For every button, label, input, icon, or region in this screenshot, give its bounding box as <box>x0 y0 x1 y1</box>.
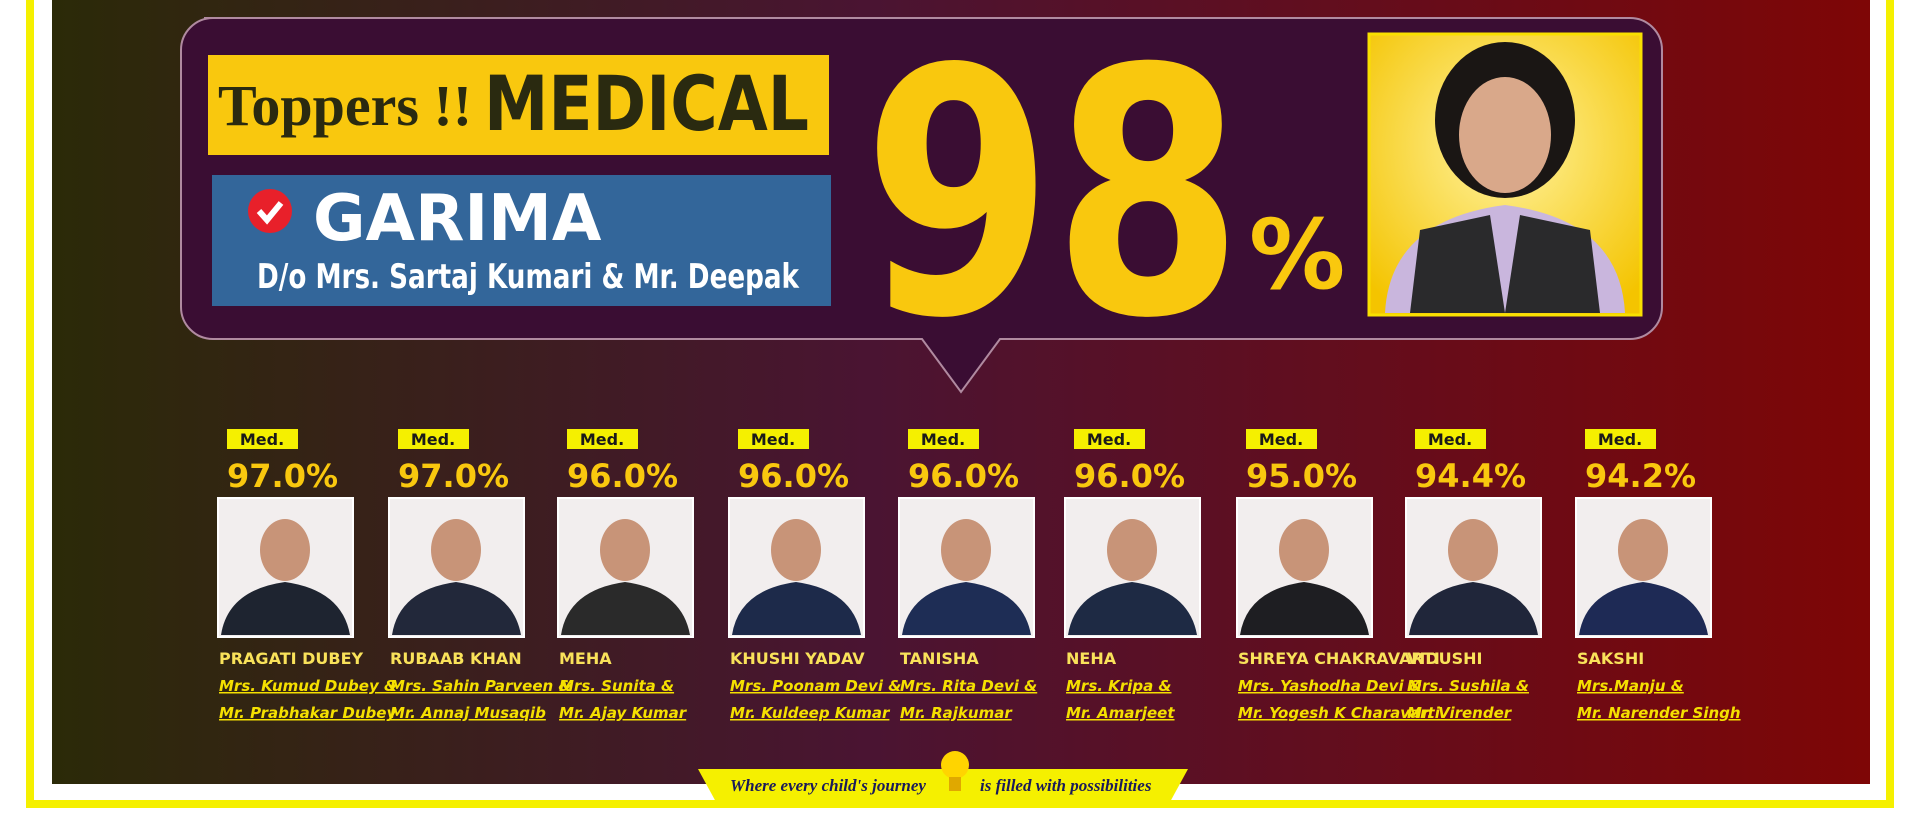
topper-parents: D/o Mrs. Sartaj Kumari & Mr. Deepak <box>257 257 800 297</box>
parents: Mrs. Rita Devi & <box>900 677 1037 695</box>
tag: Med. <box>751 430 795 449</box>
name: KHUSHI YADAV <box>730 649 865 668</box>
photo-face <box>1618 519 1668 581</box>
bulb-base <box>949 777 961 791</box>
score: 95.0% <box>1246 457 1357 495</box>
parents: Mr. Amarjeet <box>1066 704 1175 722</box>
photo-vest <box>1410 215 1600 313</box>
photo-face <box>941 519 991 581</box>
toppers-list: Med. 97.0% PRAGATI DUBEY Mrs. Kumud Dubey &… <box>217 429 1741 722</box>
tag: Med. <box>580 430 624 449</box>
tag-box <box>227 429 298 449</box>
score: 96.0% <box>738 457 849 495</box>
photo-body <box>1240 582 1369 635</box>
parents: Mrs. Sunita & <box>559 677 674 695</box>
photo-face <box>260 519 310 581</box>
parents: Mr. Virender <box>1407 704 1513 722</box>
score: 94.2% <box>1585 457 1696 495</box>
photo-body <box>1579 582 1708 635</box>
name: RUBAAB KHAN <box>390 649 522 668</box>
tagline-end: is filled with possibilities <box>980 776 1152 795</box>
tag: Med. <box>240 430 284 449</box>
photo-face <box>1107 519 1157 581</box>
tag-box <box>567 429 638 449</box>
tag: Med. <box>1259 430 1303 449</box>
tagline-start: Where every child's journey <box>730 776 926 795</box>
photo-face <box>1448 519 1498 581</box>
tag-box <box>1585 429 1656 449</box>
name: NEHA <box>1066 649 1117 668</box>
tag-box <box>398 429 469 449</box>
photo-face <box>771 519 821 581</box>
bulb-icon <box>941 751 969 779</box>
check-icon <box>248 189 292 233</box>
photo-body <box>561 582 690 635</box>
name: PRAGATI DUBEY <box>219 649 364 668</box>
title: MEDICAL <box>484 59 809 148</box>
photo-face <box>1279 519 1329 581</box>
check-mark <box>256 201 284 225</box>
tag-box <box>1074 429 1145 449</box>
tag: Med. <box>1428 430 1472 449</box>
parents: Mr. Prabhakar Dubey <box>219 704 397 722</box>
parents: Mrs. Yashodha Devi & <box>1238 677 1422 695</box>
name: VIDUSHI <box>1407 649 1482 668</box>
parents: Mr. Kuldeep Kumar <box>730 704 891 722</box>
tag: Med. <box>921 430 965 449</box>
score: 97.0% <box>398 457 509 495</box>
score: 97.0% <box>227 457 338 495</box>
score: 94.4% <box>1415 457 1526 495</box>
name: TANISHA <box>900 649 979 668</box>
parents: Mr. Ajay Kumar <box>559 704 688 722</box>
parents: Mrs. Sahin Parveen & <box>390 677 571 695</box>
photo-face <box>431 519 481 581</box>
photo-face <box>1459 77 1551 193</box>
tag-box <box>738 429 809 449</box>
tag-box <box>1246 429 1317 449</box>
name: SAKSHI <box>1577 649 1644 668</box>
parents: Mrs. Poonam Devi & <box>730 677 901 695</box>
photo-body <box>1409 582 1538 635</box>
parents: Mr. Rajkumar <box>900 704 1013 722</box>
score: 96.0% <box>1074 457 1185 495</box>
title-prefix: Toppers !! <box>218 73 472 138</box>
parents: Mrs.Manju & <box>1577 677 1684 695</box>
name: MEHA <box>559 649 612 668</box>
score: 96.0% <box>908 457 1019 495</box>
parents: Mrs. Kripa & <box>1066 677 1172 695</box>
outer-frame <box>26 0 1894 808</box>
photo-body <box>392 582 521 635</box>
tag: Med. <box>411 430 455 449</box>
parents: Mr. Narender Singh <box>1577 704 1741 722</box>
parents: Mrs. Sushila & <box>1407 677 1529 695</box>
name-box <box>212 175 831 306</box>
photo-body <box>732 582 861 635</box>
tag: Med. <box>1087 430 1131 449</box>
tag: Med. <box>1598 430 1642 449</box>
tag-box <box>1415 429 1486 449</box>
score: 96.0% <box>567 457 678 495</box>
name: SHREYA CHAKRAVARTI <box>1238 649 1440 668</box>
topper-name: GARIMA <box>313 182 602 256</box>
parents: Mr. Yogesh K Charavarti <box>1238 704 1441 722</box>
tagline-ribbon <box>698 769 1188 802</box>
parents: Mr. Annaj Musaqib <box>390 704 546 722</box>
topper-score: 98 <box>863 0 1243 393</box>
photo-face <box>600 519 650 581</box>
tag-box <box>908 429 979 449</box>
photo-body <box>1068 582 1197 635</box>
title-box <box>208 55 829 155</box>
photo-body <box>902 582 1031 635</box>
topper-score-unit: % <box>1249 199 1345 311</box>
photo-body <box>221 582 350 635</box>
parents: Mrs. Kumud Dubey & <box>219 677 397 695</box>
